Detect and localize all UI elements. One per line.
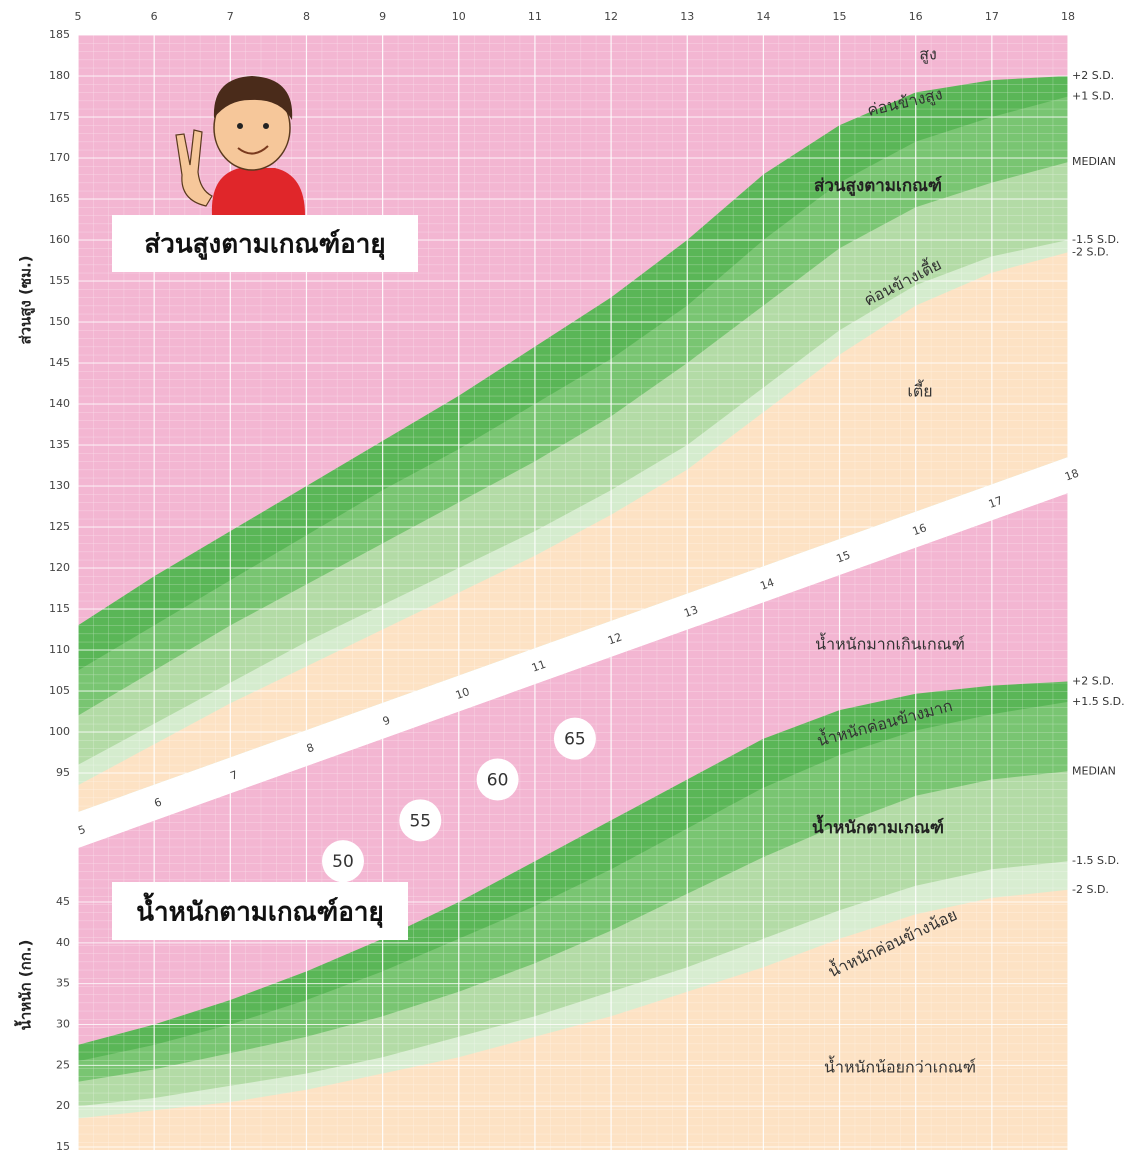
y-tick-label: 145 bbox=[49, 356, 70, 369]
legend-label: +1.5 S.D. bbox=[1072, 695, 1125, 708]
x-tick-label: 13 bbox=[680, 10, 694, 23]
y-axis-label: ส่วนสูง (ซม.) bbox=[17, 255, 36, 344]
legend-label: -1.5 S.D. bbox=[1072, 854, 1119, 867]
y-tick-label: 180 bbox=[49, 69, 70, 82]
x-tick-label: 11 bbox=[528, 10, 542, 23]
y-tick-label: 160 bbox=[49, 233, 70, 246]
legend-label: -1.5 S.D. bbox=[1072, 233, 1119, 246]
y-tick-label: 140 bbox=[49, 397, 70, 410]
x-tick-label: 18 bbox=[1061, 10, 1075, 23]
y-tick-label: 155 bbox=[49, 274, 70, 287]
y-axis-label: น้ำหนัก (กก.) bbox=[14, 940, 35, 1031]
y-tick-label: 100 bbox=[49, 725, 70, 738]
y-tick-label: 130 bbox=[49, 479, 70, 492]
zone-label: น้ำหนักน้อยกว่าเกณฑ์ bbox=[824, 1056, 976, 1077]
y-tick-label: 95 bbox=[56, 766, 70, 779]
y-tick-label: 115 bbox=[49, 602, 70, 615]
y-tick-label: 125 bbox=[49, 520, 70, 533]
x-tick-label: 14 bbox=[756, 10, 770, 23]
circled-tick-label: 60 bbox=[487, 771, 509, 791]
y-tick-label: 40 bbox=[56, 936, 70, 949]
y-tick-label: 45 bbox=[56, 895, 70, 908]
x-tick-label: 6 bbox=[151, 10, 158, 23]
legend-label: MEDIAN bbox=[1072, 764, 1116, 777]
y-tick-label: 120 bbox=[49, 561, 70, 574]
legend-label: +2 S.D. bbox=[1072, 69, 1114, 82]
legend-label: +1 S.D. bbox=[1072, 90, 1114, 103]
x-tick-label: 9 bbox=[379, 10, 386, 23]
chart-title: น้ำหนักตามเกณฑ์อายุ bbox=[136, 892, 383, 929]
y-tick-label: 185 bbox=[49, 28, 70, 41]
legend-label: +2 S.D. bbox=[1072, 675, 1114, 688]
y-tick-label: 150 bbox=[49, 315, 70, 328]
y-tick-label: 20 bbox=[56, 1099, 70, 1112]
circled-tick-label: 65 bbox=[564, 730, 586, 750]
y-tick-label: 110 bbox=[49, 643, 70, 656]
y-tick-label: 165 bbox=[49, 192, 70, 205]
zone-label: สูง bbox=[919, 45, 937, 65]
legend-label: MEDIAN bbox=[1072, 155, 1116, 168]
y-tick-label: 175 bbox=[49, 110, 70, 123]
x-tick-label: 17 bbox=[985, 10, 999, 23]
zone-label: น้ำหนักตามเกณฑ์ bbox=[812, 814, 944, 838]
y-tick-label: 25 bbox=[56, 1058, 70, 1071]
y-tick-label: 15 bbox=[56, 1140, 70, 1153]
x-tick-label: 5 bbox=[75, 10, 82, 23]
circled-tick-label: 50 bbox=[332, 852, 354, 872]
y-tick-label: 135 bbox=[49, 438, 70, 451]
y-tick-label: 35 bbox=[56, 977, 70, 990]
legend-label: -2 S.D. bbox=[1072, 245, 1109, 258]
growth-chart: สูงค่อนข้างสูงส่วนสูงตามเกณฑ์ค่อนข้างเตี… bbox=[0, 0, 1139, 1156]
legend-label: -2 S.D. bbox=[1072, 883, 1109, 896]
zone-label: น้ำหนักมากเกินเกณฑ์ bbox=[815, 633, 965, 654]
x-tick-label: 16 bbox=[909, 10, 923, 23]
x-tick-label: 15 bbox=[833, 10, 847, 23]
x-tick-label: 7 bbox=[227, 10, 234, 23]
y-tick-label: 170 bbox=[49, 151, 70, 164]
x-tick-label: 12 bbox=[604, 10, 618, 23]
x-tick-label: 10 bbox=[452, 10, 466, 23]
y-tick-label: 30 bbox=[56, 1018, 70, 1031]
zone-label: ส่วนสูงตามเกณฑ์ bbox=[814, 175, 942, 197]
zone-label: เตี้ย bbox=[907, 380, 932, 401]
y-tick-label: 105 bbox=[49, 684, 70, 697]
chart-title: ส่วนสูงตามเกณฑ์อายุ bbox=[144, 229, 385, 261]
circled-tick-label: 55 bbox=[409, 811, 431, 831]
x-tick-label: 8 bbox=[303, 10, 310, 23]
